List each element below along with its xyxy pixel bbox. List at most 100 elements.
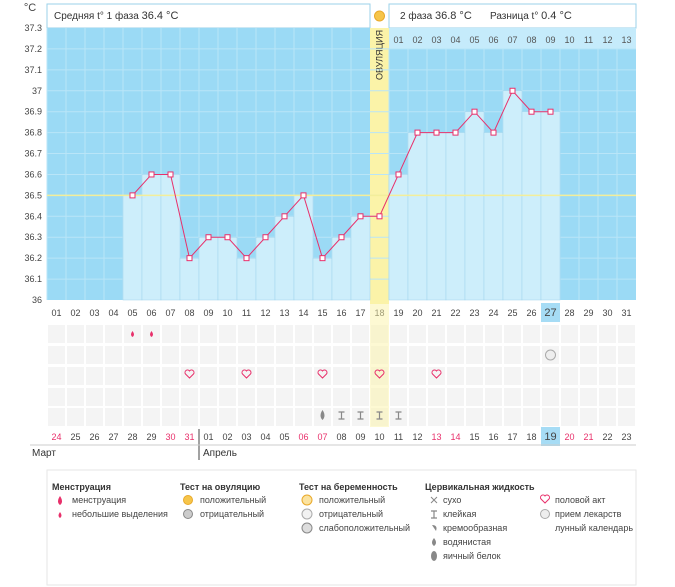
phase2-day-label: 07 [507,35,517,45]
legend-menstruation-title: Менструация [52,482,111,492]
marker-cell [390,388,407,406]
temperature-point[interactable] [547,108,554,115]
temperature-point[interactable] [471,108,478,115]
temperature-bar [122,195,143,301]
marker-cell [618,325,635,343]
temperature-point[interactable] [433,129,440,136]
phase2-day-label: 06 [488,35,498,45]
temperature-point[interactable] [452,129,459,136]
calendar-date: 05 [279,432,289,442]
marker-cell [238,388,255,406]
marker-cell [200,408,217,426]
phase2-day-label: 12 [602,35,612,45]
marker-cell [295,408,312,426]
cycle-day-label: 28 [564,308,574,318]
marker-cell [67,325,84,343]
temperature-point[interactable] [148,171,155,178]
cycle-day-label: 24 [488,308,498,318]
marker-cell [466,346,483,364]
phase2-day-label: 08 [526,35,536,45]
marker-cell [48,408,65,426]
current-date-highlight [541,427,560,446]
temperature-point[interactable] [205,234,212,241]
marker-cell [181,325,198,343]
marker-cell [504,388,521,406]
ovulation-positive-icon [183,495,193,505]
temperature-point[interactable] [319,255,326,262]
temperature-point[interactable] [414,129,421,136]
temperature-point[interactable] [300,192,307,199]
marker-cell [48,388,65,406]
marker-cell [447,408,464,426]
marker-cell [409,408,426,426]
temperature-bar [540,111,561,301]
temperature-point[interactable] [509,87,516,94]
cycle-day-label: 12 [260,308,270,318]
marker-cell [599,367,616,385]
marker-cell [580,346,597,364]
phase2-day-label: 02 [412,35,422,45]
marker-cell [428,325,445,343]
temperature-point[interactable] [528,108,535,115]
ovulation-column-lower [370,303,389,427]
cycle-day-label: 10 [222,308,232,318]
marker-cell [618,346,635,364]
marker-cell [599,408,616,426]
marker-cell [561,346,578,364]
intercourse-icon [374,369,385,379]
temperature-point[interactable] [338,234,345,241]
calendar-date: 07 [317,432,327,442]
y-tick-label: 36 [32,295,42,305]
temperature-point[interactable] [129,192,136,199]
temperature-point[interactable] [357,213,364,220]
cycle-day-label: 05 [127,308,137,318]
temperature-point[interactable] [243,255,250,262]
marker-cell [295,367,312,385]
marker-cell [105,325,122,343]
marker-cell [86,346,103,364]
marker-cell [561,408,578,426]
marker-cell [200,388,217,406]
marker-cell [86,388,103,406]
temperature-point[interactable] [186,255,193,262]
marker-cell [447,388,464,406]
legend-item: слабоположительный [319,523,410,533]
temperature-point[interactable] [224,234,231,241]
calendar-date: 26 [89,432,99,442]
cycle-day-label: 04 [108,308,118,318]
cycle-day-label: 19 [393,308,403,318]
marker-cell [295,346,312,364]
calendar-date: 19 [544,431,556,443]
marker-cell [333,325,350,343]
marker-cell [257,346,274,364]
marker-cell [542,367,559,385]
marker-cell [561,325,578,343]
temperature-point[interactable] [281,213,288,220]
cycle-day-label: 01 [51,308,61,318]
legend-item: яичный белок [443,551,501,561]
temperature-point[interactable] [376,213,383,220]
marker-cell [276,408,293,426]
marker-cell [504,367,521,385]
temperature-point[interactable] [262,234,269,241]
marker-cell [86,367,103,385]
calendar-date: 30 [165,432,175,442]
marker-cell [580,325,597,343]
sticky-icon [376,411,383,420]
current-day-highlight [541,303,560,322]
y-tick-label: 37.2 [24,44,42,54]
calendar-date: 03 [241,432,251,442]
marker-cell [428,388,445,406]
temperature-point[interactable] [490,129,497,136]
marker-cell [162,346,179,364]
calendar-date: 09 [355,432,365,442]
temperature-point[interactable] [395,171,402,178]
temperature-bar [160,174,181,301]
cycle-day-label: 20 [412,308,422,318]
marker-cell [105,388,122,406]
temperature-point[interactable] [167,171,174,178]
calendar-date: 10 [374,432,384,442]
legend-item: сухо [443,495,461,505]
calendar-date: 15 [469,432,479,442]
phase2-day-label: 13 [621,35,631,45]
